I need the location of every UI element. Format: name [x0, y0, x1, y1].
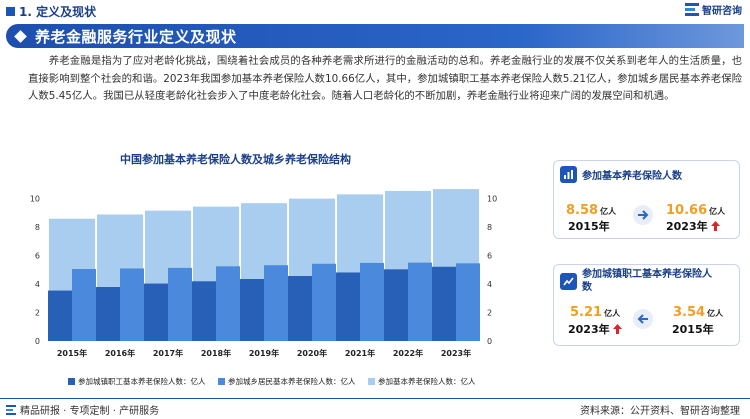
legend-swatch	[368, 378, 375, 385]
bar-chart: 智研咨询002244668810102015年2016年2017年2018年20…	[30, 189, 497, 386]
from-year: 2015年	[568, 218, 610, 234]
from-unit: 亿人	[604, 309, 621, 318]
brand-name: 智研咨询	[702, 6, 742, 17]
bar-urban	[288, 276, 312, 341]
arrow-left-icon	[633, 309, 653, 329]
legend-swatch	[218, 378, 225, 385]
brand-mark-icon	[6, 404, 16, 415]
to-stat: 10.66 亿人	[666, 199, 725, 218]
diamond-icon	[14, 29, 27, 43]
footer-divider	[0, 398, 750, 399]
y-tick-right: 0	[487, 337, 492, 346]
y-tick-left: 6	[35, 252, 40, 261]
x-tick-label: 2017年	[153, 348, 183, 358]
intro-paragraph: 养老金融是指为了应对老龄化挑战，围绕着社会成员的各种养老需求所进行的金融活动的总…	[28, 55, 742, 102]
to-stat: 3.54 亿人	[673, 301, 723, 320]
bar-urban	[384, 269, 408, 341]
to-year: 2015年	[672, 321, 714, 337]
from-value: 8.58	[566, 203, 599, 218]
page-title: 养老金融服务行业定义及现状	[35, 27, 237, 46]
y-tick-right: 4	[487, 280, 492, 289]
y-tick-right: 10	[487, 195, 497, 204]
up-arrow-icon	[710, 221, 720, 231]
bar-rural	[216, 266, 240, 341]
bar-urban	[144, 283, 168, 341]
stat-card-total: 参加基本养老保险人数 8.58 亿人 2015年 10.66 亿人 2023年	[553, 160, 740, 239]
section-square-icon	[6, 7, 15, 16]
x-tick-label: 2018年	[201, 348, 231, 358]
y-tick-right: 2	[487, 309, 492, 318]
card-title: 参加城镇职工基本养老保险人数	[582, 269, 712, 293]
bar-rural	[312, 263, 336, 341]
bar-urban	[432, 266, 456, 341]
bar-urban	[336, 272, 360, 341]
bar-urban	[240, 279, 264, 341]
section-title: 1. 定义及现状	[19, 5, 97, 19]
legend-swatch	[68, 378, 75, 385]
bar-rural	[408, 262, 432, 341]
chart-title: 中国参加基本养老保险人数及城乡养老保险结构	[120, 153, 351, 166]
x-tick-label: 2015年	[57, 348, 87, 358]
to-unit: 亿人	[709, 207, 726, 216]
title-banner: 养老金融服务行业定义及现状	[6, 24, 744, 48]
x-tick-label: 2021年	[345, 348, 375, 358]
x-tick-label: 2016年	[105, 348, 135, 358]
section-header: 1. 定义及现状	[6, 3, 96, 20]
source-note: 资料来源：公开资料、智研咨询整理	[580, 406, 740, 417]
legend-label: 参加基本养老保险人数：亿人	[378, 376, 476, 386]
from-year-text: 2015年	[568, 220, 610, 233]
from-stat: 5.21 亿人	[570, 301, 620, 320]
y-tick-left: 0	[35, 337, 40, 346]
arrow-right-icon	[633, 205, 653, 225]
to-year-text: 2023年	[666, 220, 708, 233]
from-year-text: 2023年	[568, 323, 610, 336]
x-tick-label: 2022年	[393, 348, 423, 358]
brand-logo: 智研咨询	[685, 2, 742, 17]
bar-rural	[456, 263, 480, 341]
chart-icon	[560, 165, 577, 183]
y-tick-left: 4	[35, 280, 40, 289]
y-tick-right: 8	[487, 223, 492, 232]
y-tick-left: 10	[30, 195, 40, 204]
legend-label: 参加城镇职工基本养老保险人数：亿人	[78, 376, 206, 386]
brand-mark-icon	[685, 3, 699, 16]
y-tick-left: 8	[35, 223, 40, 232]
from-value: 5.21	[570, 305, 603, 320]
card-header: 参加基本养老保险人数	[554, 161, 682, 187]
bar-rural	[264, 265, 288, 341]
to-value: 3.54	[673, 305, 706, 320]
to-value: 10.66	[666, 203, 708, 218]
y-tick-right: 6	[487, 252, 492, 261]
up-arrow-icon	[612, 324, 622, 334]
bar-rural	[72, 269, 96, 341]
from-unit: 亿人	[600, 207, 617, 216]
y-tick-left: 2	[35, 309, 40, 318]
bar-urban	[192, 281, 216, 341]
x-tick-label: 2023年	[441, 348, 471, 358]
bar-urban	[96, 286, 120, 341]
bar-rural	[120, 268, 144, 341]
footer-left: 精品研报 · 专项定制 · 产研服务	[6, 402, 159, 417]
bar-rural	[360, 262, 384, 341]
footer-left-text: 精品研报 · 专项定制 · 产研服务	[20, 406, 160, 417]
x-tick-label: 2020年	[297, 348, 327, 358]
card-header: 参加城镇职工基本养老保险人数	[554, 265, 712, 297]
to-year-text: 2015年	[672, 323, 714, 336]
legend-label: 参加城乡居民基本养老保险人数：亿人	[228, 376, 356, 386]
from-stat: 8.58 亿人	[566, 199, 616, 218]
from-year: 2023年	[568, 321, 622, 337]
bar-urban	[48, 290, 72, 341]
bar-rural	[168, 267, 192, 341]
trend-icon	[560, 272, 577, 290]
card-title: 参加基本养老保险人数	[582, 170, 682, 182]
to-unit: 亿人	[707, 309, 724, 318]
x-tick-label: 2019年	[249, 348, 279, 358]
to-year: 2023年	[666, 218, 720, 234]
stat-card-urban: 参加城镇职工基本养老保险人数 5.21 亿人 2023年 3.54 亿人 2015年	[553, 264, 740, 346]
